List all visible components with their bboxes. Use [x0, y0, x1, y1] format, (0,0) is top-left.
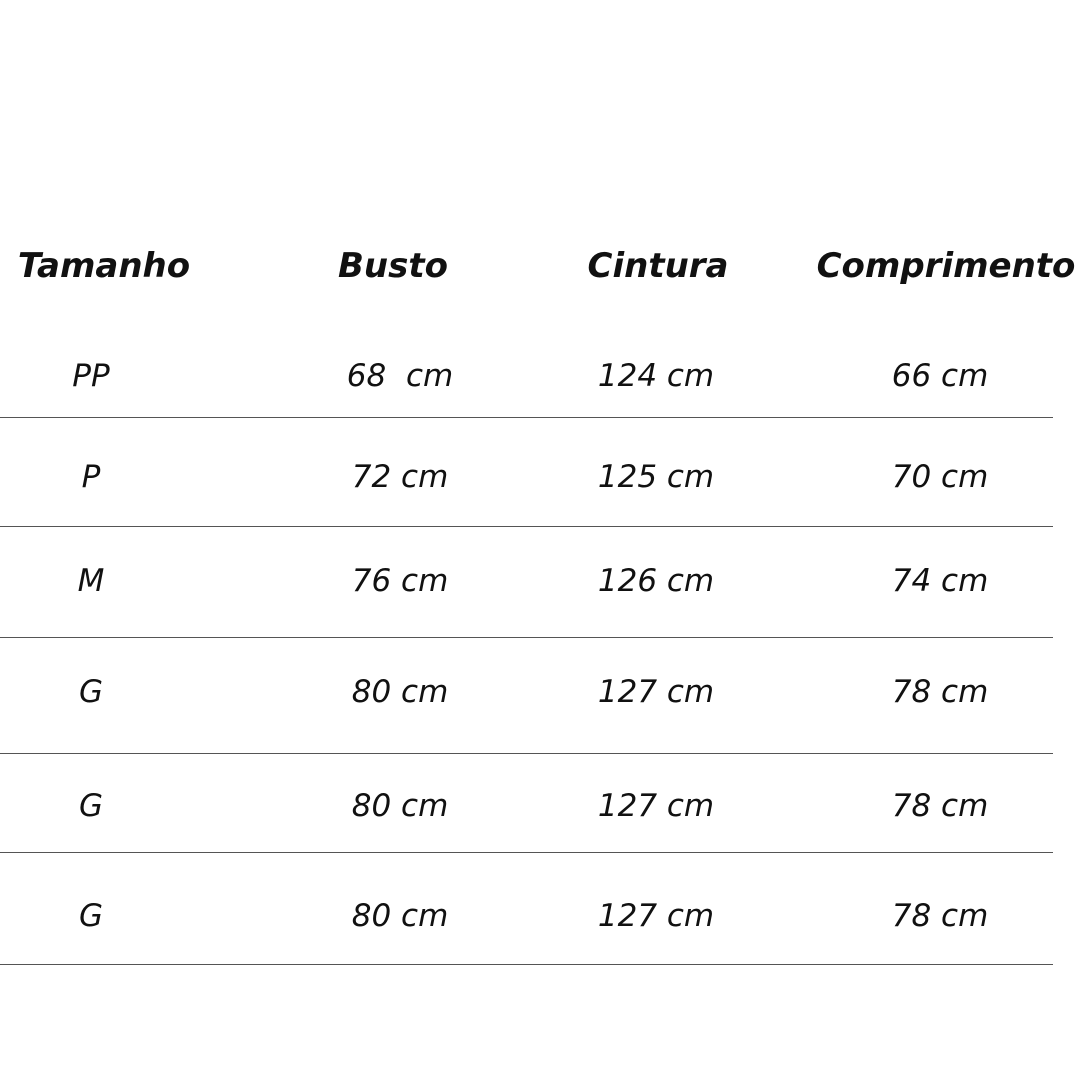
- row-divider: [0, 964, 1053, 965]
- header-cell: Comprimento: [816, 246, 1076, 286]
- table-cell: P: [81, 459, 101, 495]
- table-cell: 74 cm: [891, 563, 989, 599]
- table-cell: 78 cm: [891, 898, 989, 934]
- table-cell: PP: [72, 358, 110, 394]
- header-cell: Cintura: [587, 246, 729, 286]
- header-cell: Busto: [338, 246, 448, 286]
- table-cell: 127 cm: [597, 788, 715, 824]
- table-cell: 127 cm: [597, 674, 715, 710]
- table-cell: 76 cm: [351, 563, 449, 599]
- table-cell: 78 cm: [891, 674, 989, 710]
- row-divider: [0, 637, 1053, 638]
- table-cell: G: [78, 898, 104, 934]
- row-divider: [0, 753, 1053, 754]
- table-cell: 126 cm: [597, 563, 715, 599]
- table-cell: 70 cm: [891, 459, 989, 495]
- table-cell: 80 cm: [351, 674, 449, 710]
- table-cell: 80 cm: [351, 788, 449, 824]
- table-cell: 80 cm: [351, 898, 449, 934]
- table-cell: 124 cm: [597, 358, 715, 394]
- table-cell: 72 cm: [351, 459, 449, 495]
- table-cell: 78 cm: [891, 788, 989, 824]
- table-cell: G: [78, 674, 104, 710]
- table-cell: 127 cm: [597, 898, 715, 934]
- table-cell: M: [77, 563, 105, 599]
- row-divider: [0, 526, 1053, 527]
- header-cell: Tamanho: [17, 246, 191, 286]
- row-divider: [0, 852, 1053, 853]
- table-cell: 125 cm: [597, 459, 715, 495]
- row-divider: [0, 417, 1053, 418]
- table-cell: 66 cm: [891, 358, 989, 394]
- table-cell: G: [78, 788, 104, 824]
- table-cell: 68 cm: [346, 358, 454, 394]
